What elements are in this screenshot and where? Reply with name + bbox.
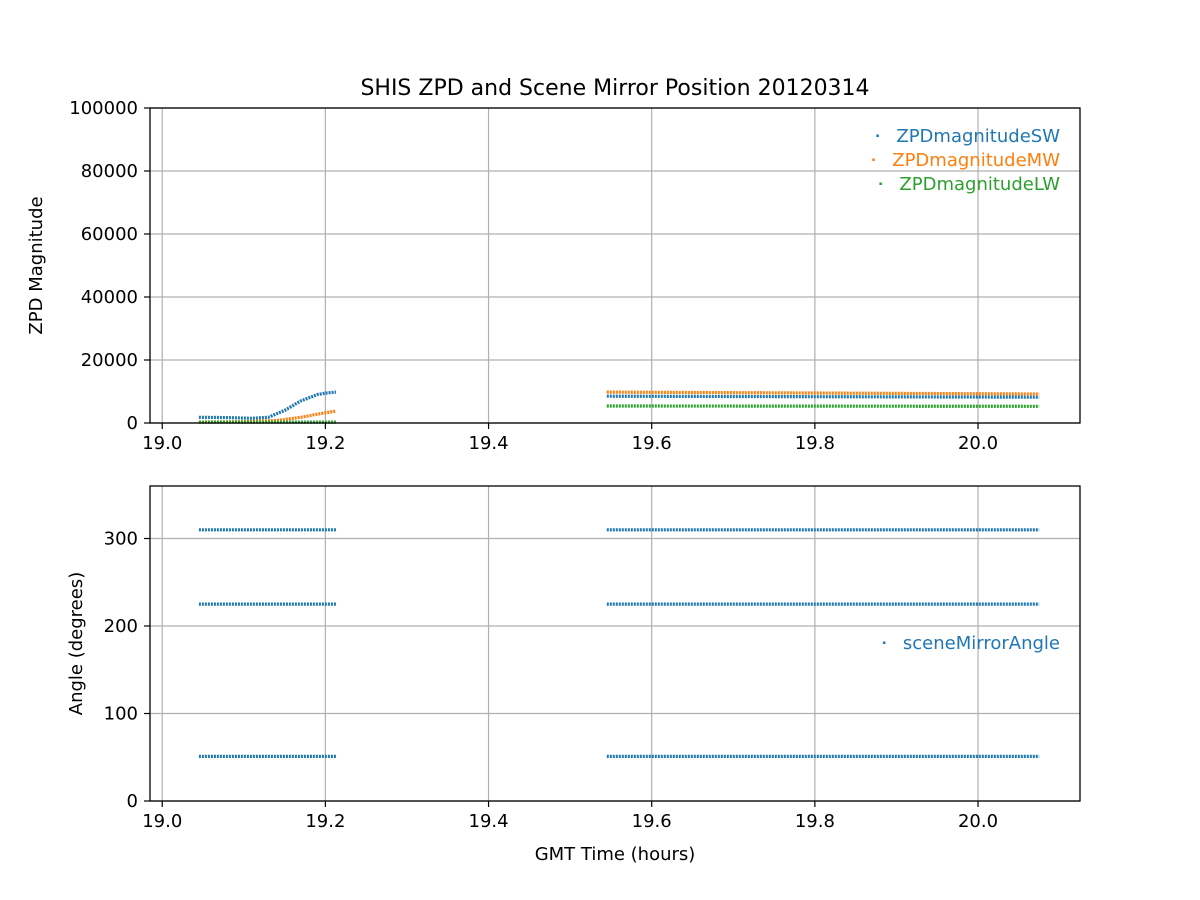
legend-label-zpdmagnitudemw: ZPDmagnitudeMW [892,150,1060,171]
angle-x-axis-label: GMT Time (hours) [535,844,696,865]
chart-title: SHIS ZPD and Scene Mirror Position 20120… [360,76,869,101]
zpd-ticks: 19.0 19.2 19.4 19.6 19.8 20.0 0 20000 40000 60000… [69,98,998,454]
angle-x-tick-label: 19.6 [632,811,672,832]
angle-panel: 19.0 19.2 19.4 19.6 19.8 20.0 0 100 200 300 Angle… [66,485,1081,865]
series-zpdmagnitudesw-points [606,394,1040,399]
angle-legend: sceneMirrorAngle [882,633,1060,654]
zpd-panel: 19.0 19.2 19.4 19.6 19.8 20.0 0 20000 40000 60000… [26,98,1081,454]
legend-label-scenemirrorangle: sceneMirrorAngle [903,633,1060,654]
zpd-legend: ZPDmagnitudeSW ZPDmagnitudeMW ZPDmagnitude… [872,126,1060,195]
zpd-axes-frame [149,107,1081,424]
zpd-y-tick-label: 60000 [81,224,138,245]
series-zpdmagnitudesw-points [198,390,337,420]
legend-marker-zpdmagnitudelw [879,182,882,185]
angle-ticks: 19.0 19.2 19.4 19.6 19.8 20.0 0 100 200 300 [104,529,998,833]
zpd-x-tick-label: 19.8 [795,433,835,454]
angle-y-axis-label: Angle (degrees) [66,572,87,715]
angle-x-tick-label: 19.8 [795,811,835,832]
angle-x-tick-label: 20.0 [958,811,998,832]
angle-x-tick-label: 19.0 [142,811,182,832]
angle-axes-frame [149,485,1081,802]
zpd-x-tick-label: 19.6 [632,433,672,454]
zpd-y-tick-label: 0 [127,413,138,434]
angle-x-tick-label: 19.4 [469,811,509,832]
angle-x-tick-label: 19.2 [305,811,345,832]
zpd-y-tick-label: 40000 [81,287,138,308]
angle-y-tick-label: 200 [104,616,138,637]
zpd-x-tick-label: 19.2 [305,433,345,454]
zpd-x-tick-label: 20.0 [958,433,998,454]
zpd-x-tick-label: 19.0 [142,433,182,454]
series-zpdmagnitudemw-points [606,390,1040,396]
legend-label-zpdmagnitudesw: ZPDmagnitudeSW [896,126,1060,147]
angle-y-tick-label: 0 [127,791,138,812]
zpd-y-tick-label: 20000 [81,350,138,371]
legend-marker-zpdmagnitudesw [876,134,879,137]
zpd-x-tick-label: 19.4 [469,433,509,454]
zpd-y-axis-label: ZPD Magnitude [26,196,47,334]
zpd-y-tick-label: 80000 [81,161,138,182]
zpd-y-tick-label: 100000 [69,98,138,119]
angle-y-tick-label: 300 [104,529,138,550]
angle-y-tick-label: 100 [104,704,138,725]
angle-data [198,528,1040,759]
legend-label-zpdmagnitudelw: ZPDmagnitudeLW [899,174,1060,195]
legend-marker-zpdmagnitudemw [872,158,875,161]
zpd-data [198,390,1040,424]
legend-marker-scenemirrorangle [882,641,886,644]
